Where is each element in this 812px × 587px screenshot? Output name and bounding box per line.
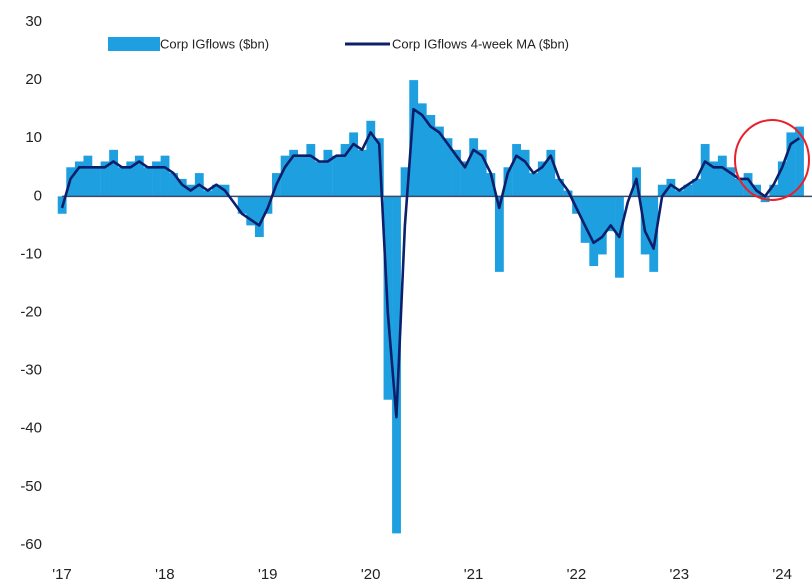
bar — [357, 149, 367, 197]
y-tick-label: 10 — [25, 129, 42, 146]
bar — [254, 196, 264, 238]
bar — [554, 178, 564, 197]
bar — [152, 161, 161, 197]
y-tick-label: 30 — [25, 13, 42, 30]
bar — [409, 80, 419, 197]
x-tick-label: '20 — [361, 566, 381, 583]
bar — [580, 196, 590, 243]
bar — [314, 161, 324, 197]
highlight-circle — [734, 119, 810, 201]
bar — [280, 155, 290, 197]
bar — [546, 149, 556, 197]
bar — [117, 167, 127, 197]
bar — [126, 161, 136, 197]
bar — [332, 155, 341, 197]
bar — [109, 149, 119, 197]
y-tick-label: -40 — [20, 420, 42, 437]
bar — [734, 178, 744, 197]
x-tick-label: '21 — [464, 566, 484, 583]
bar — [246, 196, 256, 226]
bar — [83, 155, 93, 197]
bar — [460, 161, 470, 197]
bar — [134, 155, 144, 197]
bar — [503, 167, 513, 197]
bar — [606, 196, 616, 232]
bar — [675, 190, 684, 197]
y-tick-label: -50 — [20, 478, 42, 495]
bar — [177, 178, 187, 197]
plot: -60 -50 -40 -30 -20 -10 0 10 20 30 '17 '18 '19 '20 '21… — [20, 13, 812, 583]
x-tick-label: '18 — [155, 566, 175, 583]
bar — [649, 196, 659, 272]
legend-label: Corp IGflows ($bn) — [160, 36, 269, 51]
legend-label: Corp IGflows 4-week MA ($bn) — [392, 36, 569, 51]
bar — [469, 138, 479, 197]
bar — [717, 155, 727, 197]
bar — [349, 132, 359, 197]
bar — [74, 161, 84, 197]
bar — [400, 167, 410, 197]
bar — [452, 149, 461, 197]
bar — [529, 173, 539, 197]
bar — [666, 178, 676, 197]
bar — [434, 126, 444, 197]
bar — [340, 144, 350, 197]
bar — [417, 103, 427, 197]
y-tick-label: -60 — [20, 536, 42, 553]
bar — [709, 161, 719, 197]
bar — [520, 149, 530, 197]
bar — [726, 167, 736, 197]
bar — [486, 173, 496, 197]
x-tick-label: '24 — [772, 566, 792, 583]
bar — [777, 161, 787, 197]
bar — [323, 149, 333, 197]
bar — [366, 120, 376, 197]
bar — [477, 149, 487, 197]
bar — [700, 144, 710, 197]
bar — [143, 167, 153, 197]
y-tick-label: -20 — [20, 304, 42, 321]
bar — [537, 161, 547, 197]
legend-swatch — [108, 37, 160, 51]
y-tick-label: 20 — [25, 71, 42, 88]
bar — [683, 184, 693, 197]
ma-line — [60, 107, 801, 419]
bar — [443, 138, 453, 197]
bar — [769, 184, 779, 197]
bar — [692, 178, 702, 197]
y-tick-label: 0 — [34, 187, 42, 204]
bar — [572, 196, 581, 214]
x-tick-label: '19 — [258, 566, 278, 583]
bar — [100, 161, 110, 197]
bar — [237, 196, 247, 214]
bar — [306, 144, 316, 197]
bar — [795, 126, 804, 197]
bar — [160, 155, 170, 197]
bar — [203, 190, 213, 197]
bar — [657, 184, 667, 197]
y-tick-label: -30 — [20, 362, 42, 379]
bar — [786, 132, 796, 197]
x-tick-label: '22 — [567, 566, 587, 583]
bar — [289, 149, 299, 197]
bar — [212, 184, 221, 197]
bar — [426, 114, 436, 197]
bar — [494, 196, 504, 272]
bar — [743, 173, 753, 197]
x-tick-label: '23 — [670, 566, 690, 583]
bar — [597, 196, 607, 255]
x-tick-label: '17 — [52, 566, 72, 583]
bar — [589, 196, 599, 267]
bar — [91, 167, 101, 197]
y-tick-label: -10 — [20, 245, 42, 262]
bar — [512, 144, 521, 197]
bar — [297, 155, 307, 197]
bar — [392, 196, 401, 534]
bar — [169, 173, 178, 197]
